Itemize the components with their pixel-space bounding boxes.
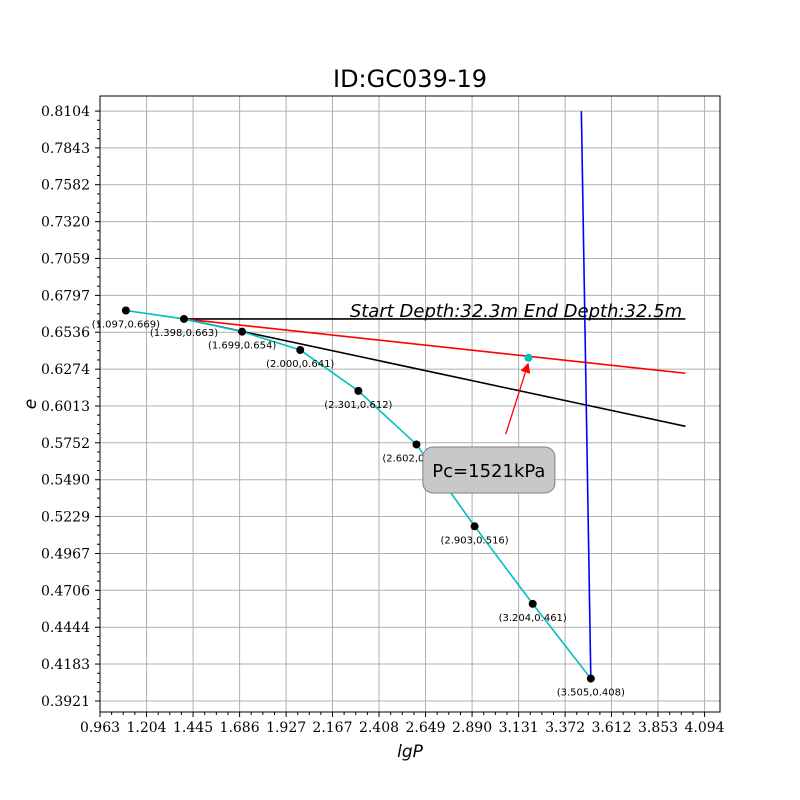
- pc-label: Pc=1521kPa: [432, 461, 545, 482]
- x-tick-label: 1.445: [173, 720, 213, 736]
- data-point: [179, 314, 188, 323]
- data-point-label: (1.398,0.663): [150, 328, 218, 339]
- data-point-label: (1.097,0.669): [92, 320, 160, 331]
- chart-title: ID:GC039-19: [333, 65, 487, 93]
- x-tick-label: 3.131: [499, 720, 539, 736]
- series-layer: [121, 306, 595, 683]
- data-point: [296, 345, 305, 354]
- data-point: [470, 522, 479, 531]
- data-point: [238, 327, 247, 336]
- data-point-label: (3.505,0.408): [557, 688, 625, 699]
- y-tick-label: 0.8104: [41, 104, 90, 120]
- y-tick-label: 0.5490: [41, 473, 90, 489]
- x-tick-label: 3.853: [638, 720, 678, 736]
- construction-line: [580, 111, 592, 679]
- x-tick-label: 3.612: [591, 720, 631, 736]
- data-point-label: (1.699,0.654): [208, 341, 276, 352]
- data-point: [528, 599, 537, 608]
- y-tick-label: 0.7059: [41, 251, 90, 267]
- y-tick-label: 0.3921: [41, 694, 90, 710]
- x-tick-label: 4.094: [685, 720, 725, 736]
- y-tick-label: 0.5752: [41, 436, 90, 452]
- y-tick-label: 0.6013: [41, 399, 90, 415]
- y-tick-label: 0.6274: [41, 362, 90, 378]
- annotations: Start Depth:32.3m End Depth:32.5m Pc=152…: [350, 301, 682, 494]
- x-tick-label: 1.927: [266, 720, 306, 736]
- data-point-label: (2.000,0.641): [266, 359, 334, 370]
- data-point-label: (2.602,0.574): [382, 453, 450, 464]
- data-point-label: (3.204,0.461): [499, 613, 567, 624]
- x-tick-label: 2.649: [405, 720, 445, 736]
- plot-area: [100, 96, 720, 712]
- depth-annotation: Start Depth:32.3m End Depth:32.5m: [350, 301, 682, 322]
- x-tick-label: 0.963: [80, 720, 120, 736]
- data-point: [412, 440, 421, 449]
- pc-arrow-head: [520, 362, 531, 374]
- construction-lines: [183, 111, 686, 679]
- data-point-label: (2.903,0.516): [440, 535, 508, 546]
- x-tick-label: 2.408: [359, 720, 399, 736]
- y-tick-label: 0.5229: [41, 510, 90, 526]
- grid-layer: [99, 96, 720, 712]
- construction-line: [183, 318, 686, 375]
- plot-frame: [99, 95, 721, 713]
- tick-layer: 0.963 1.204 1.445 1.686 1.927 2.167 2.408 2.649…: [41, 104, 725, 736]
- construction-line: [183, 318, 686, 428]
- y-tick-label: 0.4444: [41, 620, 90, 636]
- y-tick-label: 0.4183: [41, 657, 90, 673]
- data-point: [354, 386, 363, 395]
- pc-arrow-shaft: [505, 372, 527, 435]
- data-point: [586, 674, 595, 683]
- y-tick-label: 0.7320: [41, 215, 90, 231]
- x-tick-label: 2.890: [452, 720, 492, 736]
- y-tick-label: 0.4967: [41, 546, 90, 562]
- pc-point: [524, 353, 533, 362]
- y-tick-label: 0.4706: [41, 583, 90, 599]
- x-axis-label: lgP: [397, 742, 424, 762]
- x-tick-label: 1.204: [126, 720, 166, 736]
- data-point-label: (2.301,0.612): [324, 400, 392, 411]
- y-tick-label: 0.7582: [41, 178, 90, 194]
- point-labels: (1.097,0.669)(1.398,0.663) (1.699,0.654) (…: [92, 320, 625, 699]
- y-tick-label: 0.6536: [41, 325, 90, 341]
- y-tick-label: 0.6797: [41, 288, 90, 304]
- x-tick-label: 2.167: [312, 720, 352, 736]
- y-axis-label: e: [21, 399, 41, 409]
- data-point: [121, 306, 130, 315]
- y-tick-label: 0.7843: [41, 141, 90, 157]
- x-tick-label: 1.686: [220, 720, 260, 736]
- x-tick-label: 3.372: [545, 720, 585, 736]
- pc-label-box: [422, 446, 556, 494]
